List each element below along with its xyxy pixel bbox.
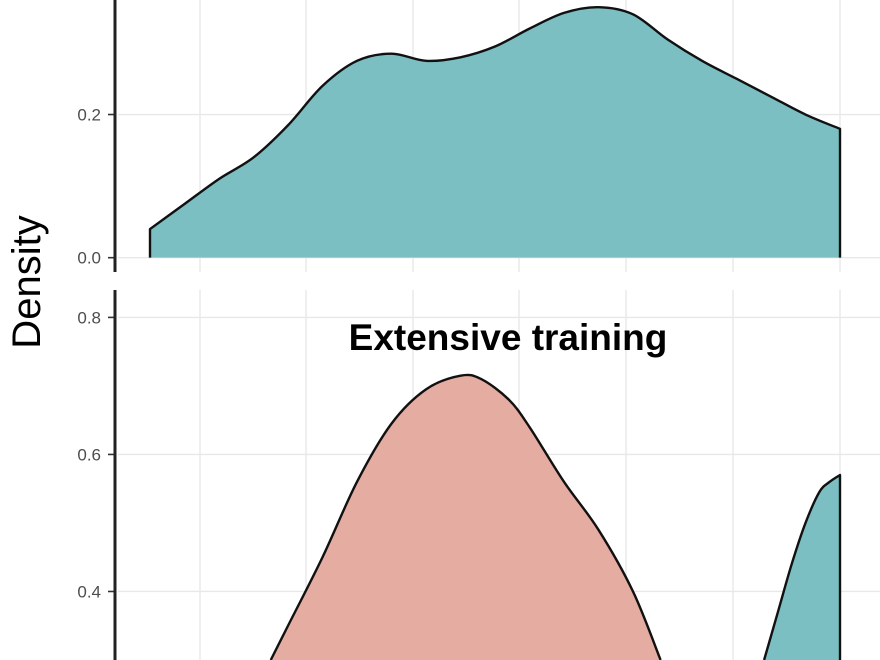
lower-panel-title: Extensive training bbox=[349, 317, 668, 358]
lower-density-area-1 bbox=[270, 374, 661, 660]
lower-y-ticks: 0.4 0.6 0.8 bbox=[77, 308, 115, 601]
upper-y-tick-label: 0.0 bbox=[77, 249, 101, 268]
lower-y-tick-label: 0.8 bbox=[77, 308, 101, 327]
y-axis-title: Density bbox=[5, 215, 49, 348]
upper-density-area-1 bbox=[150, 7, 840, 258]
lower-density-areas bbox=[269, 373, 842, 660]
upper-y-ticks: 0.0 0.2 bbox=[77, 106, 115, 268]
lower-density-area-2 bbox=[764, 475, 840, 660]
lower-density-curve-1 bbox=[269, 373, 662, 660]
lower-density-curve-2 bbox=[762, 473, 842, 660]
upper-y-tick-label: 0.2 bbox=[77, 106, 101, 125]
lower-y-tick-label: 0.4 bbox=[77, 582, 101, 601]
lower-y-tick-label: 0.6 bbox=[77, 445, 101, 464]
lower-density-panel: 0.4 0.6 0.8 Extensive training bbox=[77, 290, 880, 660]
upper-density-areas bbox=[148, 5, 842, 258]
upper-density-curve-1 bbox=[148, 5, 842, 258]
upper-density-panel: 0.0 0.2 bbox=[77, 0, 880, 272]
